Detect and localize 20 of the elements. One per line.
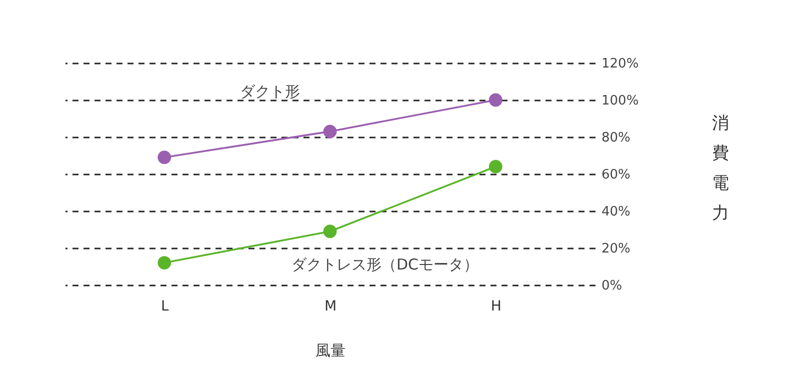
- x-tick-label: L: [160, 298, 169, 314]
- x-tick-label: M: [324, 298, 337, 314]
- y-tick-label: 60%: [602, 168, 630, 182]
- y-axis-title: 消費電力: [712, 114, 729, 224]
- point: [488, 93, 502, 107]
- text: ダクト形: [240, 82, 300, 100]
- y-tick-label: 20%: [602, 242, 630, 256]
- y-tick-label: 100%: [602, 94, 639, 108]
- x-tick-label: H: [490, 298, 502, 314]
- point: [158, 256, 172, 270]
- point: [323, 124, 337, 138]
- y-tick-label: 80%: [602, 130, 630, 146]
- y-tick-label: 0%: [602, 278, 622, 294]
- y-tick-label: 120%: [602, 56, 639, 72]
- y-tick-label: 40%: [602, 204, 630, 220]
- series-label: ダクトレス形（DCモータ）: [291, 255, 479, 274]
- point: [488, 160, 502, 174]
- point: [323, 224, 337, 238]
- x-axis-title: 風量: [316, 342, 346, 360]
- point: [158, 150, 172, 164]
